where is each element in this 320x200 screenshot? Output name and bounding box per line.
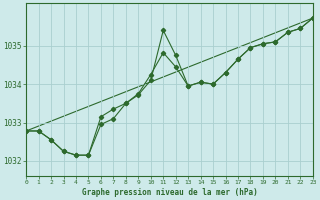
- X-axis label: Graphe pression niveau de la mer (hPa): Graphe pression niveau de la mer (hPa): [82, 188, 257, 197]
